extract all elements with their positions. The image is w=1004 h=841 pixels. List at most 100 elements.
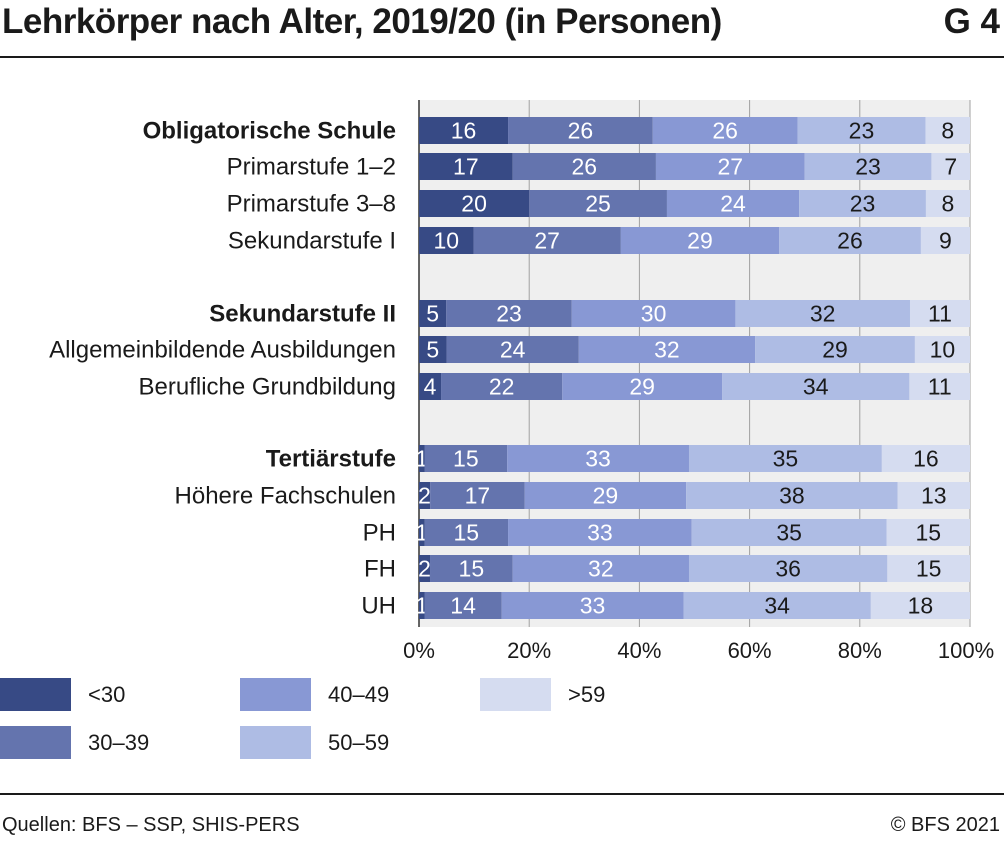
category-label: PH [363, 520, 396, 547]
bar-segment [920, 227, 970, 254]
category-label: Berufliche Grundbildung [139, 374, 397, 401]
data-label: 30 [641, 301, 667, 327]
data-label: 7 [944, 154, 957, 180]
bar-segment [424, 519, 509, 546]
data-label: 15 [454, 520, 480, 546]
bar-segment [424, 592, 502, 619]
bar-segment [508, 117, 653, 144]
bar-segment [804, 153, 932, 180]
bar-segment [925, 117, 970, 144]
top-rule [0, 56, 1004, 58]
bar-segment [430, 555, 513, 582]
bottom-rule [0, 793, 1004, 795]
x-tick-label: 0% [403, 638, 435, 660]
legend-item: 50–59 [240, 726, 389, 759]
legend-label: <30 [88, 681, 126, 707]
bar-segment [755, 336, 915, 363]
legend-label: 40–49 [328, 681, 390, 707]
category-label: Allgemeinbildende Ausbildungen [49, 337, 396, 364]
legend: <30 30–39 40–49 50–59 >59 [0, 678, 1004, 768]
bar-segment [419, 190, 530, 217]
bar-segment [571, 300, 736, 327]
bar-segment [688, 445, 882, 472]
data-label: 33 [580, 593, 606, 619]
bar-segment [925, 190, 970, 217]
category-label: Sekundarstufe II [209, 301, 396, 328]
data-label: 9 [939, 228, 952, 254]
bar-segment [419, 592, 425, 619]
data-label: 34 [803, 374, 829, 400]
category-label: Höhere Fachschulen [175, 483, 396, 510]
bar-segment [446, 300, 572, 327]
bar-segment [620, 227, 780, 254]
bar-segment [722, 373, 910, 400]
data-label: 33 [585, 446, 611, 472]
data-label: 29 [822, 337, 848, 363]
bar-segment [512, 555, 689, 582]
chart-code: G 4 [943, 2, 1000, 41]
bar-segment [524, 482, 687, 509]
data-label: 24 [720, 191, 746, 217]
data-label: 26 [837, 228, 863, 254]
bar-segment [419, 336, 447, 363]
data-label: 27 [718, 154, 744, 180]
legend-label: 30–39 [88, 729, 150, 755]
bar-segment [909, 300, 970, 327]
bar-segment [691, 519, 887, 546]
category-label: Sekundarstufe I [228, 228, 396, 255]
legend-swatch [480, 678, 551, 711]
data-label: 17 [465, 483, 491, 509]
bar-segment [508, 519, 692, 546]
data-label: 33 [587, 520, 613, 546]
data-label: 2 [418, 556, 431, 582]
x-tick-label: 60% [728, 638, 772, 660]
data-label: 35 [773, 446, 799, 472]
bar-segment [797, 117, 926, 144]
legend-item: 30–39 [0, 726, 149, 759]
bar-segment [652, 117, 798, 144]
data-label: 8 [941, 118, 954, 144]
bar-segment [419, 117, 509, 144]
bar-segment [473, 227, 621, 254]
bar-segment [446, 336, 579, 363]
bar-segment [688, 555, 888, 582]
bar-segment [424, 445, 508, 472]
data-label: 23 [496, 301, 522, 327]
source-note: Quellen: BFS – SSP, SHIS-PERS [2, 814, 300, 836]
data-label: 15 [916, 556, 942, 582]
legend-label: 50–59 [328, 729, 390, 755]
bar-segment [683, 592, 871, 619]
data-label: 16 [451, 118, 477, 144]
bar-segment [430, 482, 525, 509]
data-label: 10 [433, 228, 459, 254]
bar-segment [419, 482, 431, 509]
data-label: 13 [921, 483, 947, 509]
bar-segment [799, 190, 926, 217]
bar-segment [507, 445, 689, 472]
bar-segment [686, 482, 898, 509]
bar-segment [419, 519, 425, 546]
bar-segment [914, 336, 970, 363]
data-label: 23 [855, 154, 881, 180]
data-label: 27 [534, 228, 560, 254]
data-label: 15 [459, 556, 485, 582]
bar-segment [578, 336, 756, 363]
data-label: 35 [776, 520, 802, 546]
bar-segment [419, 445, 425, 472]
bar-segment [562, 373, 723, 400]
data-label: 17 [453, 154, 479, 180]
category-label: UH [361, 593, 396, 620]
category-label: Tertiärstufe [266, 446, 396, 473]
legend-swatch [240, 726, 311, 759]
data-label: 5 [426, 337, 439, 363]
legend-item: <30 [0, 678, 125, 711]
bar-segment [735, 300, 910, 327]
bar-segment [419, 555, 431, 582]
data-label: 20 [461, 191, 487, 217]
legend-item: >59 [480, 678, 605, 711]
x-tick-label: 100% [938, 638, 994, 660]
data-label: 36 [775, 556, 801, 582]
data-label: 10 [930, 337, 956, 363]
bar-segment [419, 300, 447, 327]
data-label: 38 [779, 483, 805, 509]
